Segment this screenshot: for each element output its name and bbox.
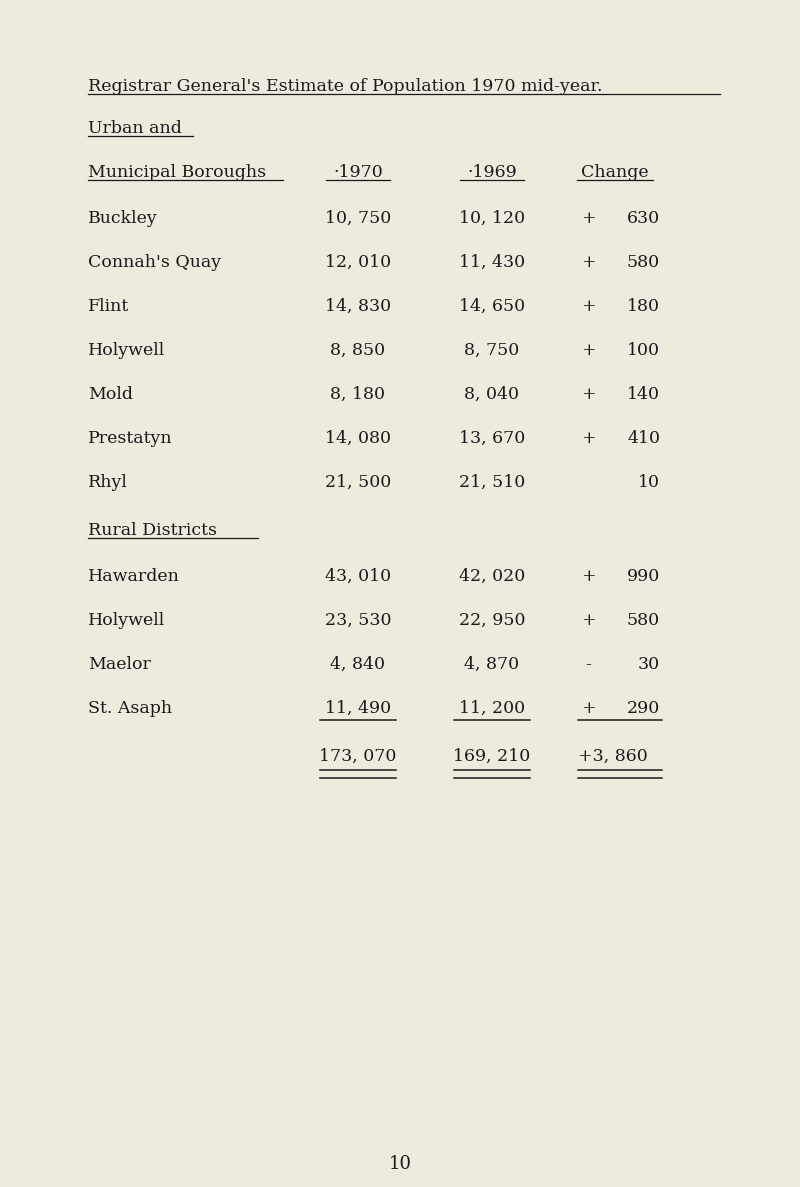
Text: 30: 30 (638, 656, 660, 673)
Text: ·1970: ·1970 (333, 164, 383, 180)
Text: 4, 870: 4, 870 (465, 656, 519, 673)
Text: 8, 750: 8, 750 (464, 342, 520, 358)
Text: 100: 100 (627, 342, 660, 358)
Text: 290: 290 (626, 700, 660, 717)
Text: Holywell: Holywell (88, 612, 166, 629)
Text: 43, 010: 43, 010 (325, 569, 391, 585)
Text: 4, 840: 4, 840 (330, 656, 386, 673)
Text: Change: Change (581, 164, 649, 180)
Text: Rhyl: Rhyl (88, 474, 128, 491)
Text: 21, 500: 21, 500 (325, 474, 391, 491)
Text: 10: 10 (389, 1155, 411, 1173)
Text: +: + (581, 254, 595, 271)
Text: 42, 020: 42, 020 (459, 569, 525, 585)
Text: 8, 850: 8, 850 (330, 342, 386, 358)
Text: +: + (581, 210, 595, 227)
Text: 23, 530: 23, 530 (325, 612, 391, 629)
Text: +: + (581, 612, 595, 629)
Text: 580: 580 (627, 254, 660, 271)
Text: Holywell: Holywell (88, 342, 166, 358)
Text: +: + (581, 569, 595, 585)
Text: Buckley: Buckley (88, 210, 158, 227)
Text: Flint: Flint (88, 298, 130, 315)
Text: 14, 830: 14, 830 (325, 298, 391, 315)
Text: 169, 210: 169, 210 (454, 748, 530, 764)
Text: ·1969: ·1969 (467, 164, 517, 180)
Text: 12, 010: 12, 010 (325, 254, 391, 271)
Text: 11, 490: 11, 490 (325, 700, 391, 717)
Text: Registrar General's Estimate of Population 1970 mid-year.: Registrar General's Estimate of Populati… (88, 78, 602, 95)
Text: 8, 040: 8, 040 (465, 386, 519, 404)
Text: 21, 510: 21, 510 (459, 474, 525, 491)
Text: Prestatyn: Prestatyn (88, 430, 173, 447)
Text: -: - (585, 656, 591, 673)
Text: 10, 750: 10, 750 (325, 210, 391, 227)
Text: +: + (581, 386, 595, 404)
Text: 8, 180: 8, 180 (330, 386, 386, 404)
Text: Rural Districts: Rural Districts (88, 522, 217, 539)
Text: 630: 630 (627, 210, 660, 227)
Text: Municipal Boroughs: Municipal Boroughs (88, 164, 266, 180)
Text: 990: 990 (626, 569, 660, 585)
Text: 10: 10 (638, 474, 660, 491)
Text: 14, 650: 14, 650 (459, 298, 525, 315)
Text: 410: 410 (627, 430, 660, 447)
Text: +: + (581, 342, 595, 358)
Text: 14, 080: 14, 080 (325, 430, 391, 447)
Text: 140: 140 (627, 386, 660, 404)
Text: 580: 580 (627, 612, 660, 629)
Text: St. Asaph: St. Asaph (88, 700, 172, 717)
Text: +: + (581, 430, 595, 447)
Text: Connah's Quay: Connah's Quay (88, 254, 221, 271)
Text: 22, 950: 22, 950 (458, 612, 526, 629)
Text: +: + (581, 298, 595, 315)
Text: Hawarden: Hawarden (88, 569, 180, 585)
Text: 173, 070: 173, 070 (319, 748, 397, 764)
Text: 11, 430: 11, 430 (459, 254, 525, 271)
Text: +3, 860: +3, 860 (578, 748, 648, 764)
Text: 10, 120: 10, 120 (459, 210, 525, 227)
Text: 180: 180 (627, 298, 660, 315)
Text: Urban and: Urban and (88, 120, 182, 137)
Text: Mold: Mold (88, 386, 133, 404)
Text: 13, 670: 13, 670 (459, 430, 525, 447)
Text: Maelor: Maelor (88, 656, 151, 673)
Text: +: + (581, 700, 595, 717)
Text: 11, 200: 11, 200 (459, 700, 525, 717)
